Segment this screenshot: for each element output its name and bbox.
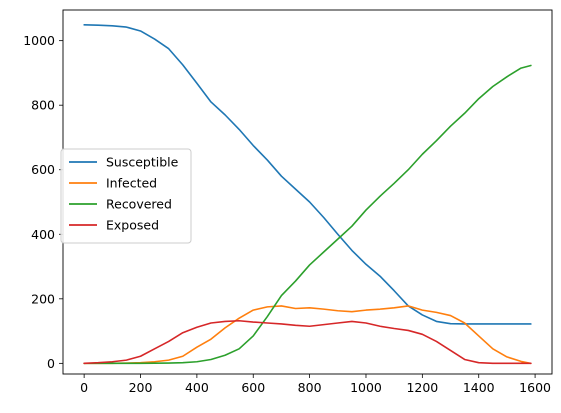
x-tick-label: 800 bbox=[298, 380, 322, 395]
y-tick-label: 800 bbox=[31, 98, 55, 113]
x-tick-label: 1400 bbox=[463, 380, 495, 395]
series-line-exposed bbox=[83, 319, 532, 365]
x-tick-label: 1200 bbox=[406, 380, 438, 395]
legend-box bbox=[60, 148, 192, 244]
x-tick-label: 0 bbox=[80, 380, 88, 395]
axes-layer: 0 200 400 600 800 1000 1200 1400 1600 0 200 400 600 8… bbox=[23, 33, 551, 395]
x-tick-label: 1000 bbox=[350, 380, 382, 395]
legend: Susceptible Infected Recovered Exposed bbox=[60, 148, 192, 244]
legend-label-infected: Infected bbox=[106, 176, 157, 191]
y-tick-label: 1000 bbox=[23, 33, 55, 48]
series-line-susceptible bbox=[83, 24, 532, 325]
series-line-infected bbox=[83, 305, 532, 365]
legend-label-recovered: Recovered bbox=[106, 197, 172, 212]
legend-label-exposed: Exposed bbox=[106, 218, 159, 233]
legend-label-susceptible: Susceptible bbox=[106, 155, 179, 170]
x-tick-label: 600 bbox=[241, 380, 265, 395]
y-tick-label: 600 bbox=[31, 162, 55, 177]
x-tick-label: 200 bbox=[129, 380, 153, 395]
x-tick-label: 400 bbox=[185, 380, 209, 395]
series-layer bbox=[83, 24, 532, 365]
series-line-recovered bbox=[83, 64, 532, 365]
x-tick-label: 1600 bbox=[519, 380, 551, 395]
y-tick-label: 0 bbox=[47, 356, 55, 371]
y-tick-label: 400 bbox=[31, 227, 55, 242]
y-tick-label: 200 bbox=[31, 291, 55, 306]
